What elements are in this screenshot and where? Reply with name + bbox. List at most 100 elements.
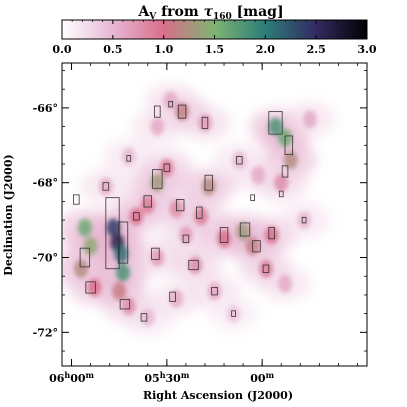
cloud-patch	[150, 248, 165, 267]
contour-box	[201, 116, 209, 129]
cloud-patch	[129, 207, 144, 226]
contour-box	[231, 310, 236, 317]
contour-box	[117, 221, 129, 264]
x-tick-label-sup2: m	[181, 370, 190, 380]
contour-box	[152, 169, 163, 189]
contour-box	[301, 216, 307, 224]
x-tick-label-main: 00	[250, 372, 266, 385]
x-tick-label-main2: 00	[70, 372, 86, 385]
colorbar-tick-label: 1.5	[205, 43, 224, 56]
x-tick-label: 00m	[250, 370, 274, 385]
cloud-patch	[197, 113, 212, 132]
contour-box	[177, 104, 187, 119]
colorbar-tick-label: 2.0	[256, 43, 275, 56]
x-tick-label-sup: m	[266, 370, 275, 380]
cloud-emission-layer	[74, 91, 317, 327]
cloud-patch	[98, 177, 113, 196]
contour-box	[182, 234, 190, 243]
cloud-patch	[302, 110, 317, 129]
colorbar-tick-label: 3.0	[357, 43, 376, 56]
cloud-patch	[121, 147, 136, 166]
cloud-patch	[106, 218, 121, 237]
contour-box	[133, 212, 140, 221]
cloud-patch	[236, 222, 251, 241]
cloud-patch	[74, 259, 89, 278]
contour-box	[168, 100, 173, 108]
contour-box	[268, 111, 283, 135]
cloud-patch	[278, 274, 293, 293]
contour-box	[140, 313, 148, 322]
contour-box	[268, 227, 275, 240]
colorbar: 0.0 0.5 1.0 1.5 2.0 2.5 3.0	[52, 19, 377, 56]
cloud-patch	[297, 211, 312, 230]
cloud-patch	[169, 289, 184, 308]
contour-box	[126, 155, 132, 162]
contour-box	[105, 197, 120, 270]
x-axis-label: Right Ascension (J2000)	[143, 389, 293, 402]
title-tau: τ	[204, 4, 214, 20]
y-tick-label: -70°	[33, 252, 58, 265]
x-tick-label-sup: h	[64, 370, 70, 380]
contour-box	[85, 281, 96, 294]
contour-box	[169, 291, 176, 302]
cloud-patch	[140, 196, 155, 215]
y-tick-label: -66°	[33, 102, 58, 115]
colorbar-tick-label: 2.5	[307, 43, 326, 56]
cloud-patch	[264, 226, 279, 245]
contour-box	[204, 174, 213, 191]
axis-ticks: -66°-68°-70°-72°06h00m 05h30m 00m	[33, 63, 367, 385]
contour-box	[163, 163, 171, 172]
x-tick-label: 05h30m	[144, 370, 189, 385]
contour-box	[195, 206, 203, 219]
y-tick-label: -68°	[33, 177, 58, 190]
x-tick-label-main: 05	[144, 372, 159, 385]
title-from: from	[156, 4, 203, 20]
contour-box	[119, 299, 131, 310]
cloud-patch	[217, 229, 232, 248]
contour-box	[284, 135, 294, 156]
y-tick-label: -72°	[33, 326, 58, 339]
contour-box	[239, 222, 251, 237]
cloud-patch	[283, 151, 298, 170]
cloud-patch	[87, 278, 102, 297]
cloud-patch	[207, 282, 222, 301]
contour-box	[73, 194, 80, 205]
contour-box	[278, 190, 284, 198]
contour-box	[252, 240, 261, 253]
y-axis-label: Declination (J2000)	[2, 154, 15, 275]
x-tick-label-sup2: m	[86, 370, 95, 380]
contour-box	[250, 194, 255, 201]
contour-box	[154, 105, 161, 118]
contour-box	[143, 195, 152, 208]
contour-layer	[73, 100, 307, 322]
cloud-patch	[121, 297, 136, 316]
contour-box	[281, 165, 289, 178]
contour-box	[151, 247, 160, 260]
contour-box	[211, 287, 218, 296]
colorbar-ticks: 0.0 0.5 1.0 1.5 2.0 2.5 3.0	[52, 20, 377, 56]
contour-box	[262, 264, 270, 273]
x-tick-label-sup: h	[160, 370, 166, 380]
cloud-patch	[201, 177, 216, 196]
title-subscript-v: V	[148, 12, 157, 22]
contour-box	[219, 227, 229, 243]
cloud-patch	[114, 244, 129, 263]
chart-title: AV from τ160 [mag]	[137, 4, 283, 22]
cloud-patch	[150, 117, 165, 136]
contour-box	[236, 156, 243, 165]
cloud-patch	[112, 282, 127, 301]
contour-box	[79, 247, 91, 268]
cloud-patch	[140, 308, 155, 327]
x-tick-label-main: 06	[49, 372, 65, 385]
cloud-patch	[159, 158, 174, 177]
title-subscript-160: 160	[213, 12, 232, 22]
cloud-patch	[83, 237, 98, 256]
contour-box	[188, 259, 199, 271]
title-a: A	[137, 4, 150, 20]
plot-frame	[61, 62, 368, 367]
x-tick-label-main2: 30	[166, 372, 182, 385]
x-tick-label: 06h00m	[49, 370, 94, 385]
cloud-patch	[226, 304, 241, 323]
cloud-patch	[258, 259, 273, 278]
